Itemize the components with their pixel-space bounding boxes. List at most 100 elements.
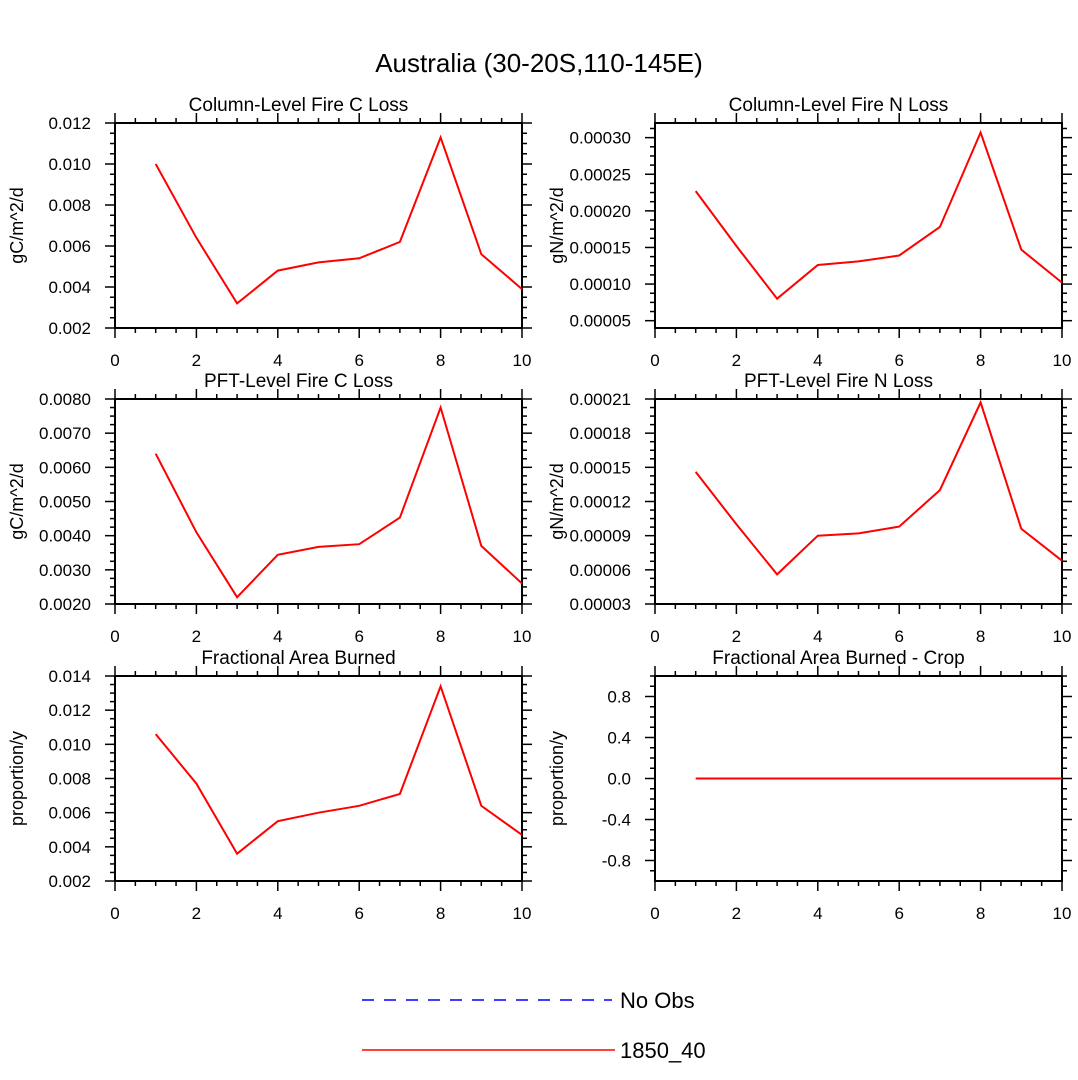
panel-2-xtick-label: 8 xyxy=(976,351,985,370)
panel-2-xtick-label: 4 xyxy=(813,351,822,370)
panel-6-xtick-label: 6 xyxy=(894,904,903,923)
panel-3-ytick-label: 0.0080 xyxy=(39,390,91,409)
panel-2-ytick-label: 0.00025 xyxy=(570,165,631,184)
panel-5-ytick-label: 0.008 xyxy=(48,770,91,789)
panel-3-ytick-label: 0.0060 xyxy=(39,458,91,477)
panel-4-ytick-label: 0.00015 xyxy=(570,458,631,477)
panel-6-ytick-label: 0.8 xyxy=(607,688,631,707)
panel-6-ytick-label: -0.4 xyxy=(602,811,631,830)
panel-2-ytick-label: 0.00030 xyxy=(570,129,631,148)
panel-5-xtick-label: 10 xyxy=(513,904,532,923)
panel-4-ytick-label: 0.00021 xyxy=(570,390,631,409)
panel-6-ylabel: proportion/y xyxy=(547,731,567,826)
panel-5-xtick-label: 8 xyxy=(436,904,445,923)
panel-1-ylabel: gC/m^2/d xyxy=(7,187,27,263)
panel-5-series-line xyxy=(154,683,523,856)
panel-5-ytick-label: 0.012 xyxy=(48,701,91,720)
panel-4-ytick-label: 0.00006 xyxy=(570,561,631,580)
panel-2-series-line xyxy=(694,129,1063,301)
panel-6-xtick-label: 4 xyxy=(813,904,822,923)
panel-6-ytick-label: 0.4 xyxy=(607,729,631,748)
panel-2-frame xyxy=(654,122,1063,329)
panel-3-xtick-label: 8 xyxy=(436,627,445,646)
panel-2-xtick-label: 0 xyxy=(650,351,659,370)
panel-4-xtick-label: 10 xyxy=(1053,627,1072,646)
panel-5-xtick-label: 2 xyxy=(192,904,201,923)
panel-1-ytick-label: 0.012 xyxy=(48,114,91,133)
panel-5-xtick-label: 0 xyxy=(110,904,119,923)
panel-1-xtick-label: 10 xyxy=(513,351,532,370)
panel-3-ytick-label: 0.0030 xyxy=(39,561,91,580)
panel-4-xtick-label: 2 xyxy=(732,627,741,646)
legend-label-1850-40: 1850_40 xyxy=(620,1038,706,1063)
panel-6: Fractional Area Burned - Crop proportion/… xyxy=(547,648,1072,923)
panel-4-ylabel: gN/m^2/d xyxy=(547,463,567,539)
panel-3-ytick-label: 0.0020 xyxy=(39,595,91,614)
panel-4-ytick-label: 0.00012 xyxy=(570,493,631,512)
panel-1-xtick-label: 8 xyxy=(436,351,445,370)
panel-4: PFT-Level Fire N Loss gN/m^2/d 0 2 4 6 8 10 0.00… xyxy=(547,371,1072,646)
panel-2-ytick-label: 0.00010 xyxy=(570,275,631,294)
panel-6-xtick-label: 8 xyxy=(976,904,985,923)
panel-1-series-line xyxy=(154,134,523,305)
panel-1-ytick-label: 0.006 xyxy=(48,237,91,256)
panel-4-series-line xyxy=(694,399,1063,576)
panel-5-ytick-label: 0.002 xyxy=(48,872,91,891)
panel-3-xtick-label: 2 xyxy=(192,627,201,646)
panel-4-xtick-label: 0 xyxy=(650,627,659,646)
panel-5-title: Fractional Area Burned xyxy=(201,648,395,669)
panel-1-ytick-label: 0.010 xyxy=(48,155,91,174)
panel-3-xtick-label: 6 xyxy=(354,627,363,646)
panel-6-ytick-label: -0.8 xyxy=(602,852,631,871)
panel-1-ytick-label: 0.002 xyxy=(48,319,91,338)
panel-2-xtick-label: 2 xyxy=(732,351,741,370)
panel-5-ytick-label: 0.014 xyxy=(48,667,91,686)
panel-3-xtick-label: 10 xyxy=(513,627,532,646)
panel-5-xtick-label: 6 xyxy=(354,904,363,923)
panel-1-xtick-label: 2 xyxy=(192,351,201,370)
panel-5: Fractional Area Burned proportion/y 0 2 4 6 8 1… xyxy=(7,648,532,923)
panel-6-ytick-label: 0.0 xyxy=(607,770,631,789)
panel-4-xtick-label: 8 xyxy=(976,627,985,646)
panel-5-ylabel: proportion/y xyxy=(7,731,27,826)
panel-5-frame xyxy=(114,675,523,882)
panel-4-ytick-label: 0.00003 xyxy=(570,595,631,614)
panel-3-frame xyxy=(114,398,523,605)
panel-3-xtick-label: 4 xyxy=(273,627,282,646)
panel-1-xtick-label: 0 xyxy=(110,351,119,370)
panel-1-ytick-label: 0.008 xyxy=(48,196,91,215)
panel-5-ytick-label: 0.006 xyxy=(48,804,91,823)
panel-2: Column-Level Fire N Loss gN/m^2/d 0 2 4 6 8 10 0… xyxy=(547,95,1072,370)
panel-4-title: PFT-Level Fire N Loss xyxy=(744,371,933,392)
panel-2-title: Column-Level Fire N Loss xyxy=(729,95,949,116)
panel-1-ytick-label: 0.004 xyxy=(48,278,91,297)
panel-4-ytick-label: 0.00009 xyxy=(570,527,631,546)
figure-title: Australia (30-20S,110-145E) xyxy=(375,48,703,78)
panel-2-ytick-label: 0.00005 xyxy=(570,312,631,331)
panel-2-xtick-label: 6 xyxy=(894,351,903,370)
panel-6-xtick-label: 0 xyxy=(650,904,659,923)
panel-1: Column-Level Fire C Loss gC/m^2/d 0 2 4 6 8 10 0… xyxy=(7,95,532,370)
panel-3-xtick-label: 0 xyxy=(110,627,119,646)
panel-5-xtick-label: 4 xyxy=(273,904,282,923)
panel-2-ytick-label: 0.00015 xyxy=(570,238,631,257)
panel-3-ytick-label: 0.0050 xyxy=(39,493,91,512)
panel-5-ytick-label: 0.010 xyxy=(48,735,91,754)
panel-2-xtick-label: 10 xyxy=(1053,351,1072,370)
panel-3-title: PFT-Level Fire C Loss xyxy=(204,371,393,392)
panel-4-xtick-label: 6 xyxy=(894,627,903,646)
legend-label-no-obs: No Obs xyxy=(620,988,695,1013)
panel-3: PFT-Level Fire C Loss gC/m^2/d 0 2 4 6 8 10 0.00… xyxy=(7,371,532,646)
panel-6-xtick-label: 2 xyxy=(732,904,741,923)
panel-3-ylabel: gC/m^2/d xyxy=(7,463,27,539)
panel-4-xtick-label: 4 xyxy=(813,627,822,646)
panel-1-xtick-label: 6 xyxy=(354,351,363,370)
panel-6-xtick-label: 10 xyxy=(1053,904,1072,923)
panel-1-frame xyxy=(114,122,523,329)
panel-3-ytick-label: 0.0040 xyxy=(39,527,91,546)
panel-4-frame xyxy=(654,398,1063,605)
panel-2-ylabel: gN/m^2/d xyxy=(547,187,567,263)
legend: No Obs 1850_40 xyxy=(362,988,706,1063)
panel-5-ytick-label: 0.004 xyxy=(48,838,91,857)
